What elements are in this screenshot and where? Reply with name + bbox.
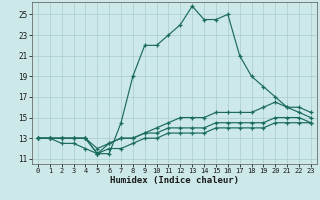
- X-axis label: Humidex (Indice chaleur): Humidex (Indice chaleur): [110, 176, 239, 185]
